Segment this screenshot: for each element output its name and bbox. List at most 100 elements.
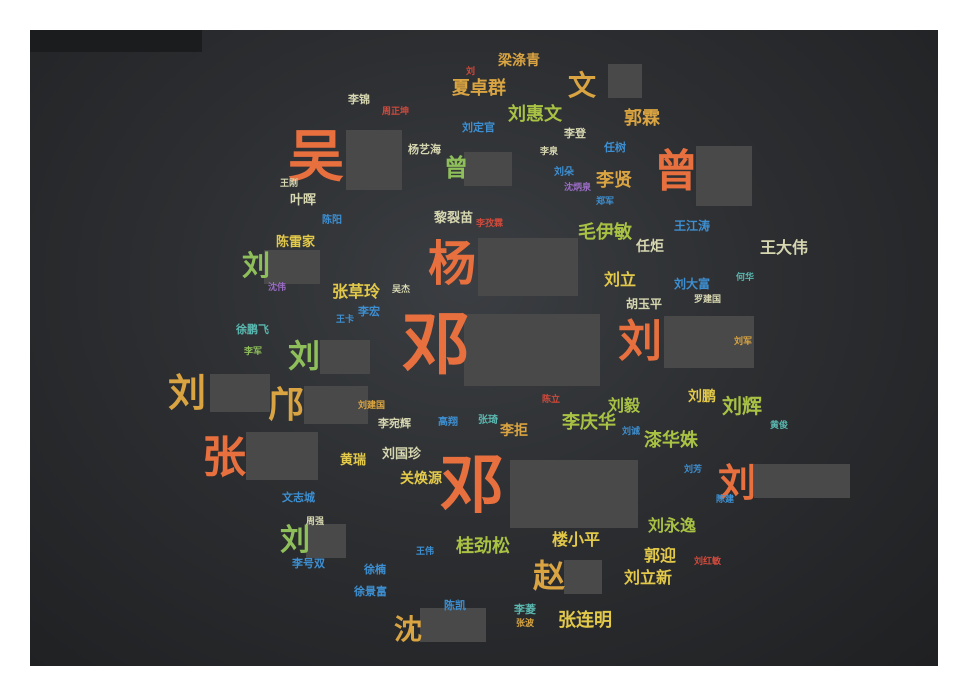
cloud-word: 黄俊 [770, 421, 789, 431]
cloud-word: 杨 [428, 236, 477, 292]
redaction-block [246, 432, 318, 480]
cloud-word: 刘永逸 [648, 516, 697, 535]
cloud-word: 漆华姝 [644, 430, 698, 451]
cloud-word: 曾 [444, 154, 468, 182]
cloud-word: 刘芳 [684, 465, 703, 475]
redaction-block [510, 460, 638, 528]
cloud-word: 毛伊敏 [578, 222, 632, 243]
cloud-word: 郭迎 [644, 546, 677, 565]
cloud-word: 王大伟 [760, 238, 809, 257]
cloud-word: 黎裂苗 [434, 211, 474, 226]
cloud-word: 李号双 [292, 557, 325, 570]
cloud-word: 王卡 [336, 315, 355, 325]
cloud-word: 刘惠文 [508, 104, 562, 125]
cloud-word: 李孜霖 [476, 219, 504, 229]
cloud-word: 李贤 [596, 170, 632, 191]
cloud-word: 郑军 [596, 197, 615, 207]
cloud-word: 胡玉平 [626, 297, 663, 311]
cloud-word: 王伟 [416, 547, 435, 557]
cloud-word: 李拒 [500, 423, 528, 439]
cloud-word: 刘 [618, 316, 662, 367]
redaction-block [346, 130, 402, 190]
cloud-word: 陈建 [716, 495, 735, 505]
cloud-word: 沈炳泉 [564, 183, 592, 193]
cloud-word: 王刚 [280, 179, 299, 189]
cloud-word: 刘 [168, 371, 207, 415]
redaction-block [696, 146, 752, 206]
redaction-block [264, 250, 320, 284]
cloud-word: 刘军 [734, 337, 753, 347]
redaction-block [210, 374, 270, 412]
cloud-word: 吴杰 [392, 285, 411, 295]
cloud-word: 李军 [244, 347, 263, 357]
cloud-word: 文 [568, 69, 597, 102]
cloud-word: 刘鹏 [688, 389, 716, 405]
cloud-word: 陈雷家 [276, 235, 316, 250]
cloud-word: 徐鹏飞 [236, 323, 269, 336]
cloud-word: 刘立新 [624, 568, 673, 587]
redaction-block [464, 314, 600, 386]
cloud-word: 刘毅 [608, 396, 641, 415]
redaction-block [306, 524, 346, 558]
cloud-word: 徐楠 [364, 563, 386, 576]
cloud-word: 张连明 [558, 610, 612, 631]
cloud-word: 李宛辉 [378, 417, 411, 430]
cloud-word: 桂劲松 [456, 536, 510, 557]
cloud-word: 刘大富 [674, 277, 711, 291]
top-left-bar [30, 30, 202, 52]
cloud-word: 刘立 [604, 270, 637, 289]
cloud-word: 郭霖 [624, 108, 660, 129]
cloud-word: 文志城 [282, 491, 315, 504]
cloud-word: 沈 [394, 613, 423, 646]
cloud-word: 刘 [466, 67, 476, 77]
cloud-word: 任炬 [636, 239, 664, 255]
cloud-word: 李登 [564, 127, 586, 140]
cloud-word: 刘建国 [358, 401, 386, 411]
redaction-block [478, 238, 578, 296]
cloud-word: 刘 [718, 461, 757, 505]
cloud-word: 罗建国 [694, 295, 722, 305]
cloud-word: 刘红敏 [694, 557, 722, 567]
cloud-word: 任树 [604, 141, 626, 154]
cloud-word: 高翔 [438, 417, 458, 428]
cloud-word: 刘诚 [622, 427, 641, 437]
cloud-word: 周正坤 [382, 107, 410, 117]
redaction-block [420, 608, 486, 642]
cloud-word: 周强 [306, 517, 325, 527]
cloud-word: 陈阳 [322, 215, 342, 226]
redaction-block [464, 152, 512, 186]
cloud-word: 邝 [268, 385, 305, 426]
cloud-word: 王江涛 [674, 219, 711, 233]
cloud-word: 刘定官 [462, 121, 495, 134]
cloud-word: 李泉 [540, 147, 559, 157]
cloud-word: 刘朵 [554, 167, 574, 178]
cloud-word: 刘辉 [722, 394, 762, 418]
cloud-word: 李庆华 [562, 412, 616, 433]
cloud-word: 沈伟 [268, 283, 287, 293]
cloud-word: 李锦 [348, 93, 370, 106]
cloud-word: 刘 [288, 337, 321, 375]
cloud-word: 刘 [280, 523, 310, 558]
cloud-word: 夏卓群 [452, 78, 506, 99]
cloud-word: 徐景富 [354, 585, 387, 598]
cloud-word: 张波 [516, 619, 535, 629]
cloud-word: 张琦 [478, 415, 498, 426]
cloud-word: 吴 [288, 125, 344, 190]
cloud-word: 邓 [440, 449, 504, 523]
cloud-word: 刘国珍 [382, 447, 422, 462]
cloud-word: 黄瑞 [340, 453, 367, 468]
redaction-block [320, 340, 370, 374]
cloud-word: 陈凯 [444, 599, 466, 612]
redaction-block [664, 316, 754, 368]
cloud-word: 杨艺海 [408, 143, 441, 156]
cloud-word: 陈立 [542, 395, 561, 405]
cloud-word: 李菱 [514, 603, 536, 616]
cloud-word: 李宏 [358, 305, 380, 318]
redaction-block [608, 64, 642, 98]
cloud-word: 曾 [654, 146, 698, 197]
cloud-word: 叶晖 [290, 193, 317, 208]
redaction-block [564, 560, 602, 594]
redaction-block [304, 386, 368, 424]
cloud-word: 楼小平 [552, 530, 601, 549]
cloud-word: 梁涤青 [498, 53, 540, 69]
